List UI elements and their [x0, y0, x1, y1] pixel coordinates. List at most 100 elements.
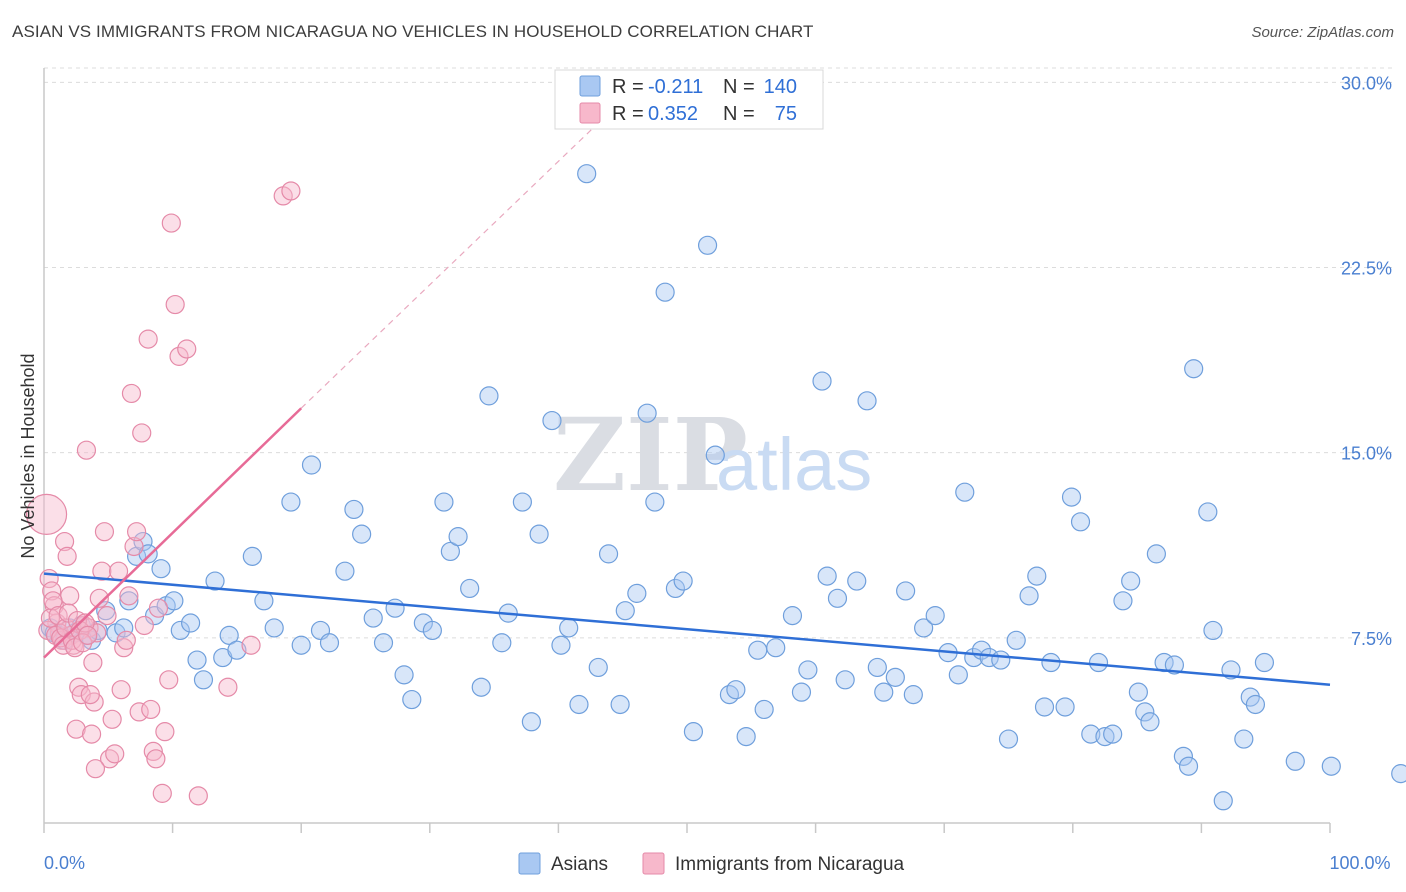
data-point-asians	[1178, 756, 1199, 776]
legend-swatch-asians	[579, 75, 601, 97]
data-point-asians	[1103, 724, 1123, 744]
series-legend: Asians Immigrants from Nicaragua	[518, 852, 905, 875]
stats-legend: R = -0.211 N = 140 R = 0.352 N = 75	[554, 69, 824, 130]
data-point-asians	[1061, 487, 1082, 507]
data-point-asians	[193, 670, 214, 690]
data-point-asians	[1321, 756, 1341, 776]
series-legend-label-nicaragua[interactable]: Immigrants from Nicaragua	[675, 854, 905, 875]
series-legend-label-asians[interactable]: Asians	[551, 854, 608, 875]
data-point-nicaragua	[141, 699, 161, 720]
data-point-asians	[1113, 591, 1133, 611]
series-legend-swatch-nicaragua[interactable]	[642, 852, 665, 875]
data-point-asians	[766, 638, 786, 658]
data-point-asians	[344, 499, 364, 520]
data-point-asians	[615, 601, 635, 621]
data-point-nicaragua	[80, 685, 100, 705]
data-point-asians	[402, 689, 422, 710]
data-point-asians	[114, 618, 134, 638]
data-point-asians	[754, 699, 774, 720]
series-legend-swatch-asians[interactable]	[518, 852, 541, 875]
data-point-nicaragua	[105, 744, 125, 764]
data-point-asians	[1213, 791, 1233, 811]
data-point-asians	[1027, 566, 1047, 586]
data-point-asians	[857, 391, 877, 411]
data-point-asians	[835, 670, 855, 690]
data-point-asians	[817, 566, 837, 586]
data-point-asians	[1095, 726, 1115, 747]
data-point-nicaragua	[114, 638, 134, 658]
legend-n-value-nicaragua: 75	[775, 103, 797, 125]
data-point-asians	[1135, 702, 1155, 722]
data-point-nicaragua	[83, 652, 103, 673]
data-point-asians	[1055, 697, 1075, 717]
data-point-nicaragua	[134, 615, 154, 636]
data-point-asians	[673, 571, 693, 591]
data-point-nicaragua	[111, 680, 131, 700]
legend-r-value-nicaragua: 0.352	[648, 103, 698, 125]
data-point-asians	[645, 492, 665, 512]
data-point-asians	[1164, 655, 1184, 675]
data-point-asians	[471, 677, 491, 697]
data-point-asians	[1254, 652, 1275, 673]
data-point-asians	[1128, 682, 1148, 702]
data-point-asians	[874, 682, 894, 702]
data-point-asians	[903, 685, 923, 705]
data-point-asians	[827, 588, 848, 608]
legend-swatch-nicaragua	[579, 102, 601, 124]
data-point-nicaragua	[54, 531, 75, 552]
y-tick-label: 22.5%	[1341, 259, 1392, 279]
data-point-asians	[705, 445, 725, 465]
data-point-nicaragua	[85, 759, 106, 779]
data-point-asians	[588, 657, 608, 678]
data-point-asians	[164, 591, 184, 611]
data-point-asians	[683, 722, 704, 742]
data-point-asians	[598, 544, 619, 564]
points-layer	[25, 164, 1406, 811]
data-point-nicaragua	[177, 339, 197, 359]
data-point-nicaragua	[97, 606, 117, 626]
legend-r-label-asians: R =	[612, 76, 644, 98]
data-point-asians	[955, 482, 975, 502]
data-point-asians	[1121, 571, 1141, 591]
data-point-asians	[798, 660, 818, 680]
data-point-asians	[187, 650, 207, 670]
data-point-asians	[373, 633, 394, 653]
data-point-asians	[782, 606, 803, 626]
data-point-asians	[394, 665, 414, 685]
data-point-nicaragua	[76, 440, 97, 460]
data-point-asians	[748, 640, 768, 660]
x-tick-label: 0.0%	[44, 853, 85, 873]
data-point-nicaragua	[143, 741, 163, 762]
data-point-asians	[422, 620, 442, 641]
data-point-asians	[521, 712, 541, 732]
data-point-nicaragua	[57, 546, 77, 566]
data-point-asians	[736, 726, 756, 747]
chart-title: ASIAN VS IMMIGRANTS FROM NICARAGUA NO VE…	[12, 22, 814, 41]
data-point-asians	[979, 647, 999, 668]
data-point-asians	[170, 620, 190, 641]
x-tick-label: 100.0%	[1329, 853, 1390, 873]
data-point-asians	[254, 591, 274, 611]
data-point-asians	[227, 640, 247, 660]
grid-layer	[44, 67, 1392, 639]
data-point-nicaragua	[51, 628, 71, 648]
data-point-nicaragua	[89, 588, 109, 608]
data-point-asians	[719, 685, 740, 705]
legend-n-value-asians: 140	[764, 76, 797, 98]
data-point-asians	[434, 492, 454, 512]
data-point-nicaragua	[119, 586, 139, 606]
legend-n-label-asians: N =	[723, 76, 755, 98]
data-point-nicaragua	[159, 670, 179, 690]
data-point-asians	[812, 371, 832, 391]
data-point-asians	[1245, 694, 1266, 715]
data-point-asians	[867, 657, 887, 678]
data-point-nicaragua	[60, 586, 80, 606]
data-point-asians	[1146, 544, 1166, 564]
y-axis-label: No Vehicles in Household	[18, 353, 38, 558]
data-point-asians	[1041, 652, 1061, 673]
data-point-asians	[559, 618, 579, 638]
data-point-nicaragua	[281, 181, 301, 201]
data-point-asians	[512, 492, 532, 512]
trend-line-asians	[43, 572, 1331, 686]
data-point-asians	[896, 581, 916, 601]
